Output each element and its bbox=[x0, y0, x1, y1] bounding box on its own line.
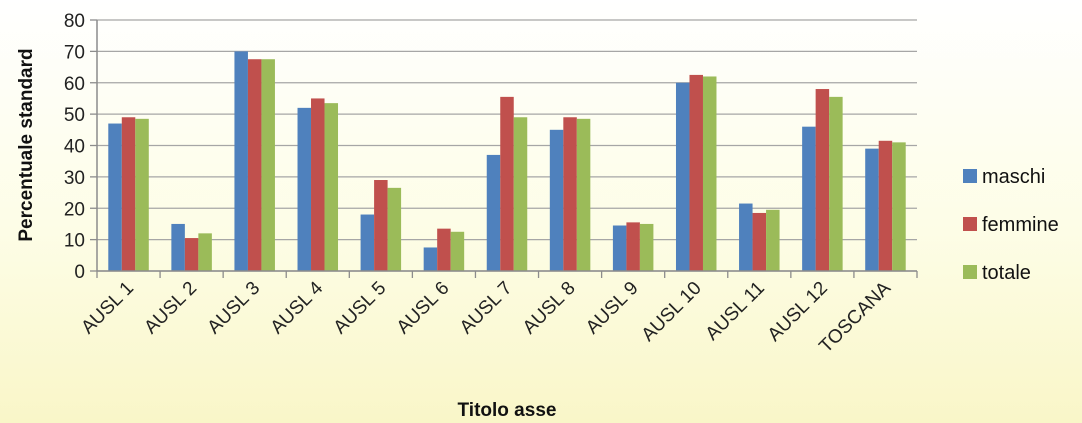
bar-femmine bbox=[626, 222, 640, 271]
x-tick-label: AUSL 6 bbox=[393, 278, 454, 339]
bar-maschi bbox=[802, 126, 816, 271]
bar-totale bbox=[324, 103, 339, 271]
legend: maschi femmine totale bbox=[963, 166, 1059, 284]
bar-femmine bbox=[121, 117, 136, 271]
bar-femmine bbox=[752, 212, 767, 271]
y-tick-label: 80 bbox=[64, 11, 85, 32]
x-tick-label: AUSL 8 bbox=[519, 278, 580, 339]
bar-totale bbox=[198, 233, 212, 271]
legend-label-totale: totale bbox=[982, 262, 1031, 284]
x-tick-label: AUSL 9 bbox=[582, 278, 643, 339]
bar-maschi bbox=[549, 129, 564, 271]
bar-totale bbox=[766, 209, 780, 271]
x-tick-label: AUSL 10 bbox=[638, 278, 706, 346]
bar-femmine bbox=[563, 117, 577, 271]
x-tick-label: AUSL 4 bbox=[267, 277, 328, 338]
y-tick-label: 60 bbox=[64, 74, 85, 95]
y-tick-labels: 0 10 20 30 40 50 60 70 80 bbox=[64, 11, 85, 283]
y-tick-label: 70 bbox=[64, 42, 85, 63]
y-axis-title: Percentuale standard bbox=[16, 48, 37, 241]
x-tick-label: AUSL 11 bbox=[702, 278, 769, 345]
bar-totale bbox=[261, 59, 275, 271]
axes bbox=[96, 20, 918, 278]
x-axis-title: Titolo asse bbox=[458, 400, 557, 421]
bar-maschi bbox=[423, 247, 438, 271]
bar-femmine bbox=[374, 180, 388, 271]
bar-maschi bbox=[234, 51, 248, 271]
bar-totale bbox=[702, 76, 717, 271]
bars bbox=[108, 51, 906, 272]
bar-maschi bbox=[108, 123, 122, 271]
bar-maschi bbox=[865, 148, 879, 271]
x-tick-labels: AUSL 1 AUSL 2 AUSL 3 AUSL 4 AUSL 5 AUSL 6 AUSL… bbox=[77, 277, 895, 357]
bar-femmine bbox=[689, 74, 703, 271]
legend-swatch-femmine bbox=[963, 217, 977, 231]
legend-label-maschi: maschi bbox=[982, 166, 1045, 188]
bar-femmine bbox=[815, 89, 830, 272]
bar-femmine bbox=[878, 140, 893, 271]
bar-maschi bbox=[360, 214, 375, 271]
y-tick-label: 10 bbox=[64, 231, 85, 252]
legend-label-femmine: femmine bbox=[982, 214, 1059, 236]
x-tick-label: AUSL 7 bbox=[456, 278, 517, 339]
bar-totale bbox=[450, 231, 465, 271]
bar-femmine bbox=[500, 96, 514, 272]
y-tick-label: 30 bbox=[64, 168, 85, 189]
bar-femmine bbox=[311, 98, 325, 271]
y-tick-label: 40 bbox=[64, 137, 85, 158]
x-tick-label: AUSL 1 bbox=[77, 278, 138, 339]
bar-femmine bbox=[247, 59, 262, 271]
bar-maschi bbox=[171, 223, 185, 271]
bar-totale bbox=[829, 96, 843, 272]
bar-maschi bbox=[297, 107, 312, 271]
legend-swatch-totale bbox=[963, 265, 977, 279]
bar-maschi bbox=[486, 154, 501, 271]
bar-femmine bbox=[437, 228, 451, 271]
bar-totale bbox=[892, 142, 906, 271]
bar-maschi bbox=[612, 225, 627, 271]
bar-totale bbox=[387, 187, 402, 271]
legend-swatch-maschi bbox=[963, 169, 977, 183]
bar-totale bbox=[135, 118, 149, 271]
bar-totale bbox=[639, 223, 654, 271]
y-tick-label: 20 bbox=[64, 199, 85, 220]
bar-maschi bbox=[675, 82, 690, 271]
bar-totale bbox=[576, 118, 591, 271]
y-tick-label: 50 bbox=[64, 105, 85, 126]
bar-femmine bbox=[184, 238, 199, 271]
x-tick-label: AUSL 3 bbox=[204, 278, 265, 339]
y-tick-label: 0 bbox=[74, 262, 85, 283]
x-tick-label: AUSL 2 bbox=[140, 278, 201, 339]
bar-maschi bbox=[739, 203, 753, 271]
bar-totale bbox=[513, 117, 528, 271]
x-tick-label: AUSL 5 bbox=[330, 278, 391, 339]
